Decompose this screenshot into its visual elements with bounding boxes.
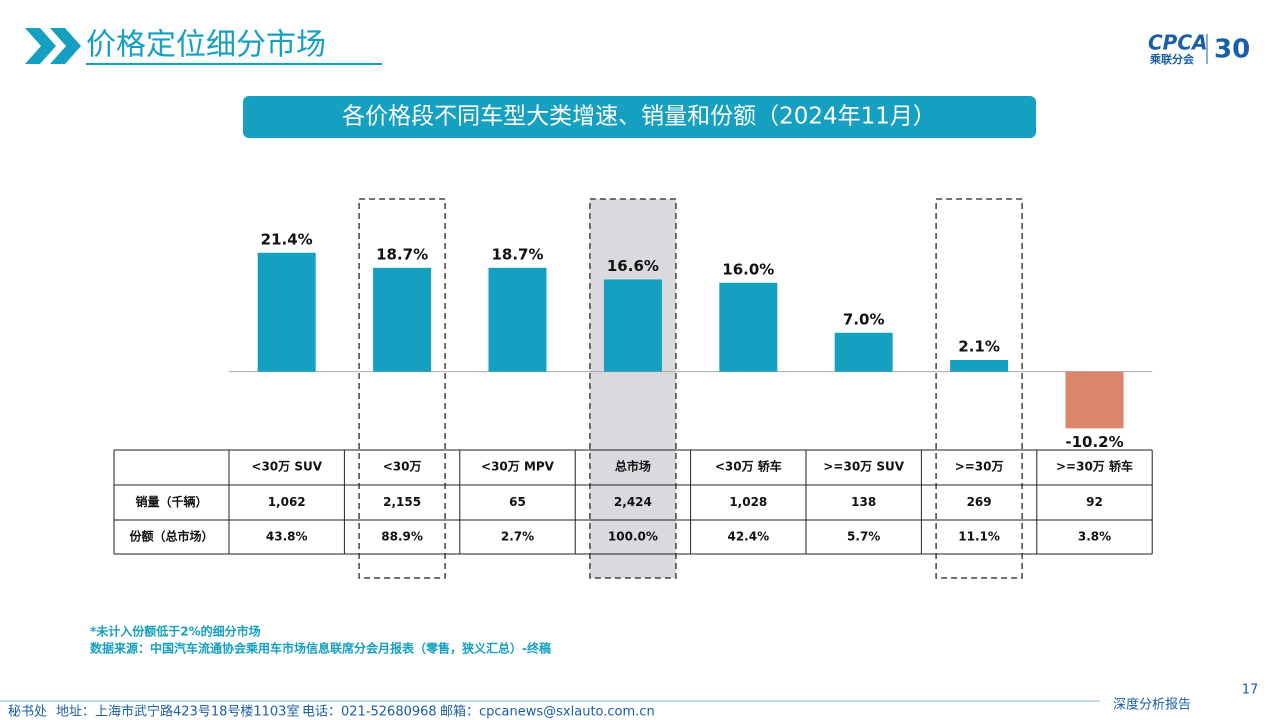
table: <30万 SUV <30万 <30万 MPV 总市场 <30万 轿车 >=30万 SUV >…	[113, 449, 1153, 555]
page-number: 17	[1242, 683, 1259, 698]
chart-title: 各价格段不同车型大类增速、销量和份额（2024年11月）	[342, 104, 936, 130]
table-cell: 138	[851, 495, 876, 509]
footer-address: 地址：上海市武宁路423号18号楼1103室	[56, 704, 299, 720]
table-cell: 11.1%	[958, 530, 1000, 544]
bar	[257, 252, 316, 372]
bar	[950, 360, 1009, 372]
row-label: 销量（千辆）	[135, 494, 207, 509]
page-title: 价格定位细分市场	[86, 28, 326, 63]
table-cell: 43.8%	[266, 530, 308, 544]
table-cell: 269	[967, 495, 992, 509]
table-header: >=30万 轿车	[1056, 459, 1133, 474]
table-cell: 42.4%	[727, 530, 769, 544]
value-label: 16.6%	[607, 257, 659, 275]
highlights	[358, 198, 1023, 579]
chart-title-banner	[243, 96, 1036, 138]
note: *未计入份额低于2%的细分市场	[90, 624, 261, 639]
logo-sub: 乘联分会	[1149, 52, 1195, 66]
table-cell: 100.0%	[608, 530, 658, 544]
table-header: 总市场	[615, 459, 651, 474]
table-header: <30万 SUV	[251, 460, 322, 474]
bar	[1065, 371, 1124, 429]
value-label: -10.2%	[1065, 433, 1123, 451]
logo: CPCA	[1148, 31, 1208, 55]
table-cell: 2.7%	[501, 530, 534, 544]
highlight-shaded	[589, 198, 677, 579]
footer-email: 邮箱：cpcanews@sxlauto.com.cn	[440, 704, 655, 720]
table-cell: 92	[1086, 495, 1103, 509]
table-cell: 2,424	[614, 495, 652, 509]
bar	[834, 332, 893, 372]
table-header: <30万 轿车	[715, 459, 782, 474]
table-cell: 2,155	[383, 495, 421, 509]
table-header: >=30万	[955, 460, 1004, 474]
table-cell: 5.7%	[847, 530, 880, 544]
bar	[719, 282, 778, 372]
table-cell: 65	[509, 495, 526, 509]
footer-report: 深度分析报告	[1113, 697, 1191, 713]
logo-badge: 30	[1214, 35, 1250, 65]
table-header: <30万	[383, 460, 422, 474]
bar	[373, 267, 432, 372]
highlight-box	[358, 198, 446, 579]
chevrons	[25, 28, 81, 64]
table-cell: 1,028	[729, 495, 767, 509]
table-cell: 3.8%	[1078, 530, 1111, 544]
highlight-box	[935, 198, 1023, 579]
value-label: 18.7%	[376, 245, 428, 263]
bar	[488, 267, 547, 372]
plot: 21.4% 18.7% 18.7% 16.6% 16.0% 7.0% 2.1% -10.2%	[229, 230, 1153, 451]
table-header: >=30万 SUV	[823, 460, 904, 474]
row-label: 份额（总市场）	[129, 529, 213, 544]
table-header: <30万 MPV	[481, 460, 555, 474]
source: 数据来源：中国汽车流通协会乘用车市场信息联席分会月报表（零售，狭义汇总）-终稿	[90, 641, 551, 656]
value-label: 21.4%	[261, 230, 313, 248]
value-label: 16.0%	[722, 260, 774, 278]
footer-phone: 电话：021-52680968	[302, 705, 437, 720]
bar	[603, 279, 662, 372]
value-label: 7.0%	[843, 310, 885, 328]
value-label: 2.1%	[958, 338, 1000, 356]
value-label: 18.7%	[491, 245, 543, 263]
table-cell: 88.9%	[381, 530, 423, 544]
footer-org: 秘书处	[8, 705, 47, 720]
table-cell: 1,062	[268, 495, 306, 509]
